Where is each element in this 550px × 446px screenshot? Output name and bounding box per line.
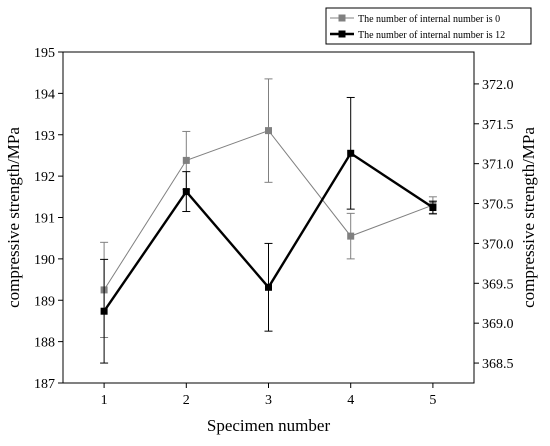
y-left-tick-label: 195 <box>34 46 55 61</box>
y-left-axis-title: compressive strength/MPa <box>4 127 23 308</box>
y-left-tick-label: 190 <box>34 253 55 268</box>
y-right-tick-label: 369.0 <box>482 317 514 332</box>
y-left-tick-label: 192 <box>34 170 55 185</box>
y-right-tick-label: 370.5 <box>482 198 514 213</box>
legend-label: The number of internal number is 0 <box>358 14 500 25</box>
legend-label: The number of internal number is 12 <box>358 30 505 41</box>
data-point <box>265 283 272 291</box>
x-tick-label: 2 <box>183 393 190 408</box>
data-point <box>182 188 190 196</box>
data-point <box>265 127 272 135</box>
y-right-tick-label: 371.5 <box>482 118 514 133</box>
x-tick-label: 1 <box>101 393 108 408</box>
x-tick-label: 3 <box>265 393 272 408</box>
y-left-tick-label: 194 <box>34 87 55 102</box>
legend-marker <box>338 14 346 22</box>
x-tick-label: 5 <box>429 393 436 408</box>
data-point <box>347 232 355 240</box>
data-point <box>347 149 355 157</box>
x-tick-label: 4 <box>347 393 354 408</box>
y-left-tick-label: 188 <box>34 336 55 351</box>
y-left-tick-label: 191 <box>34 212 55 227</box>
y-right-tick-label: 369.5 <box>482 277 514 292</box>
y-right-tick-label: 372.0 <box>482 78 514 93</box>
y-left-tick-label: 193 <box>34 129 55 144</box>
legend-box <box>325 7 532 45</box>
data-point <box>100 307 108 315</box>
series-1 <box>100 96 437 364</box>
y-right-axis-title: compressive strength/MPa <box>519 127 538 308</box>
y-left-tick-label: 189 <box>34 294 55 309</box>
y-right-tick-label: 371.0 <box>482 158 514 173</box>
y-left-tick-label: 187 <box>34 377 55 392</box>
y-right-tick-label: 370.0 <box>482 237 514 252</box>
data-point <box>182 156 190 164</box>
y-right-tick-label: 368.5 <box>482 357 514 372</box>
legend-marker <box>338 30 346 38</box>
x-axis-title: Specimen number <box>207 416 331 435</box>
data-point <box>429 204 437 212</box>
